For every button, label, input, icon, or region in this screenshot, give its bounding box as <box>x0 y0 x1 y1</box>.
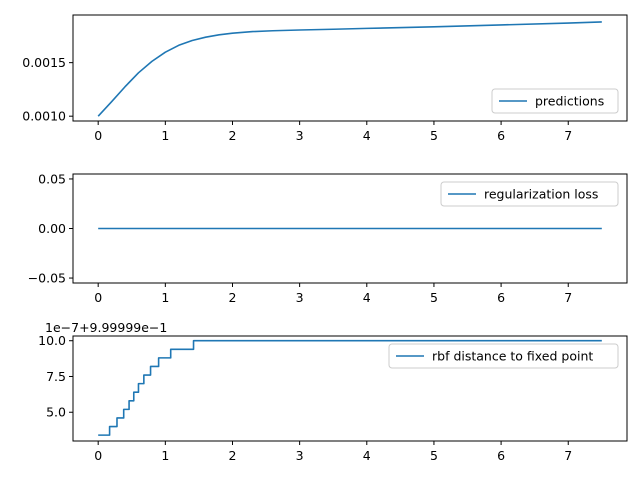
y-offset-label: 1e−7+9.99999e−1 <box>45 320 167 335</box>
x-tick-label: 7 <box>564 448 572 463</box>
axes-frame <box>72 335 628 442</box>
y-tick-label: 10.0 <box>38 333 66 348</box>
axes-frame <box>72 14 628 122</box>
x-tick-label: 4 <box>363 448 371 463</box>
x-tick-label: 5 <box>430 290 438 305</box>
x-tick-label: 7 <box>564 128 572 143</box>
x-tick-label: 5 <box>430 128 438 143</box>
y-tick-label: −0.05 <box>28 271 66 286</box>
subplot-1: 0 1 2 3 4 5 6 7 0.0010 0.0015 predictions <box>22 14 628 143</box>
series-line <box>98 339 602 436</box>
y-tick-label: 0.0010 <box>22 109 66 124</box>
legend-label: rbf distance to fixed point <box>432 349 593 364</box>
y-tick-label: 0.00 <box>38 221 66 236</box>
legend: predictions <box>491 88 619 114</box>
legend: rbf distance to fixed point <box>388 343 619 369</box>
x-tick-label: 6 <box>497 448 505 463</box>
legend-label: regularization loss <box>484 187 598 202</box>
x-tick-label: 2 <box>229 290 237 305</box>
x-tick-label: 1 <box>161 128 169 143</box>
subplot-3: 0 1 2 3 4 5 6 7 5.0 7.5 10.01e−7+9.99999e−1 rbf dis… <box>38 320 628 463</box>
x-tick-label: 0 <box>94 128 102 143</box>
x-tick-label: 3 <box>296 290 304 305</box>
subplot-2: 0 1 2 3 4 5 6 7 −0.05 0.00 0.05 regularization loss <box>28 171 628 305</box>
x-tick-label: 6 <box>497 290 505 305</box>
x-tick-label: 2 <box>229 128 237 143</box>
series-line <box>97 21 602 117</box>
x-tick-label: 4 <box>363 290 371 305</box>
legend-box <box>440 181 619 207</box>
x-tick-label: 3 <box>296 448 304 463</box>
x-tick-label: 0 <box>94 290 102 305</box>
y-tick-label: 5.0 <box>46 405 66 420</box>
x-tick-label: 1 <box>161 290 169 305</box>
x-tick-label: 6 <box>497 128 505 143</box>
x-tick-label: 1 <box>161 448 169 463</box>
y-tick-label: 7.5 <box>46 369 66 384</box>
x-tick-label: 4 <box>363 128 371 143</box>
x-tick-label: 2 <box>229 448 237 463</box>
y-tick-label: 0.0015 <box>22 55 66 70</box>
legend-label: predictions <box>535 94 604 109</box>
y-tick-label: 0.05 <box>38 171 66 186</box>
x-tick-label: 3 <box>296 128 304 143</box>
legend-box <box>388 343 619 369</box>
x-tick-label: 7 <box>564 290 572 305</box>
x-tick-label: 5 <box>430 448 438 463</box>
x-tick-label: 0 <box>94 448 102 463</box>
legend: regularization loss <box>440 181 619 207</box>
legend-box <box>491 88 619 114</box>
